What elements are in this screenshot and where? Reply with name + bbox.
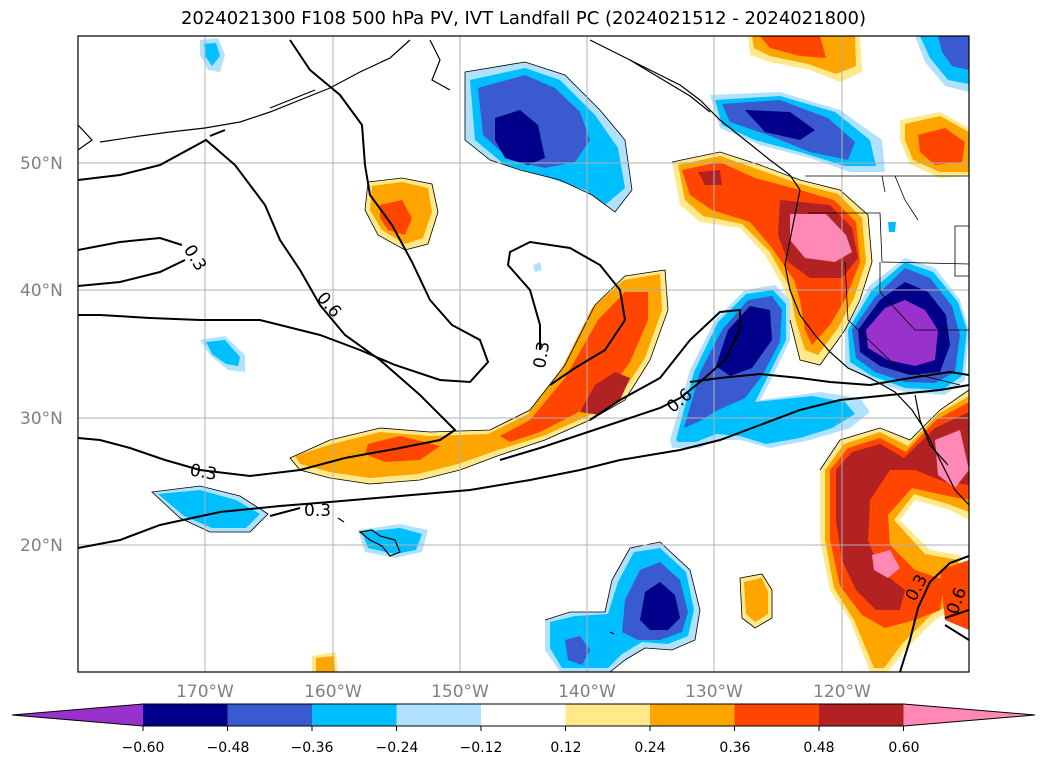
colorbar-label: −0.24 — [376, 740, 419, 756]
lat-label-40n: 40°N — [20, 281, 63, 301]
contour-label: 0.3 — [188, 461, 218, 485]
colorbar-ticks — [142, 726, 904, 731]
colorbar-label: 0.48 — [803, 740, 834, 756]
colorbar-swatch — [227, 704, 313, 726]
latitude-labels: 50°N 40°N 30°N 20°N — [20, 154, 63, 556]
lon-label-170w: 170°W — [176, 682, 234, 702]
colorbar-swatch — [312, 704, 397, 726]
lon-label-140w: 140°W — [558, 682, 616, 702]
colorbar-swatch — [650, 704, 735, 726]
colorbar-label: 0.12 — [550, 740, 581, 756]
colorbar-swatch — [565, 704, 651, 726]
lon-label-120w: 120°W — [813, 682, 871, 702]
political-borders — [805, 175, 969, 386]
colorbar-swatches — [11, 703, 1036, 727]
positive-anomaly-northeast-top — [748, 36, 862, 82]
colorbar-swatch — [143, 704, 228, 726]
colorbar-label: 0.24 — [634, 740, 665, 756]
negative-anomaly-bc-coast — [710, 92, 885, 172]
positive-anomaly-south-spot — [740, 574, 772, 628]
lat-label-20n: 20°N — [20, 536, 63, 556]
colorbar-label: 0.60 — [888, 740, 919, 756]
lat-label-30n: 30°N — [20, 409, 63, 429]
colorbar-extend-max — [903, 704, 1035, 726]
positive-anomaly-canada-coast — [900, 112, 969, 178]
lon-label-150w: 150°W — [431, 682, 489, 702]
colorbar-label: −0.36 — [291, 740, 334, 756]
negative-anomaly-offshore — [670, 285, 870, 448]
negative-anomaly-small-north — [200, 38, 225, 72]
lon-label-130w: 130°W — [685, 682, 743, 702]
colorbar-label: −0.12 — [460, 740, 503, 756]
map-content — [78, 36, 969, 672]
lat-label-50n: 50°N — [20, 154, 63, 174]
colorbar-swatch — [481, 704, 566, 726]
negative-anomaly-gulf-alaska — [465, 62, 632, 212]
colorbar-swatch — [819, 704, 904, 726]
colorbar-swatch — [734, 704, 820, 726]
positive-anomaly-bottom-spot — [312, 652, 338, 672]
longitude-labels: 170°W 160°W 150°W 140°W 130°W 120°W — [176, 682, 871, 702]
colorbar-label: 0.36 — [719, 740, 750, 756]
graticule — [78, 36, 969, 672]
colorbar-label: −0.48 — [207, 740, 250, 756]
positive-anomaly-mid-pacific — [365, 178, 438, 250]
positive-anomaly-us-west-coast — [672, 152, 872, 365]
positive-anomaly-mexico — [820, 390, 969, 672]
lon-label-160w: 160°W — [304, 682, 362, 702]
colorbar: −0.60 −0.48 −0.36 −0.24 −0.12 0.12 0.24 … — [11, 703, 1036, 756]
contour-label: 0.3 — [530, 340, 554, 370]
colorbar-extend-min — [12, 704, 143, 726]
colorbar-label: −0.60 — [122, 740, 165, 756]
negative-anomaly-california — [845, 258, 969, 395]
colorbar-swatch — [396, 704, 482, 726]
pv-contours — [78, 39, 969, 672]
contour-label: 0.3 — [304, 501, 331, 521]
positive-anomaly-atmospheric-river — [290, 270, 668, 484]
negative-anomaly-northeast-corner — [915, 36, 969, 92]
negative-anomaly-south — [545, 542, 700, 672]
coastlines — [78, 39, 969, 635]
map-frame — [77, 35, 970, 673]
map-title: 2024021300 F108 500 hPa PV, IVT Landfall… — [180, 8, 867, 29]
